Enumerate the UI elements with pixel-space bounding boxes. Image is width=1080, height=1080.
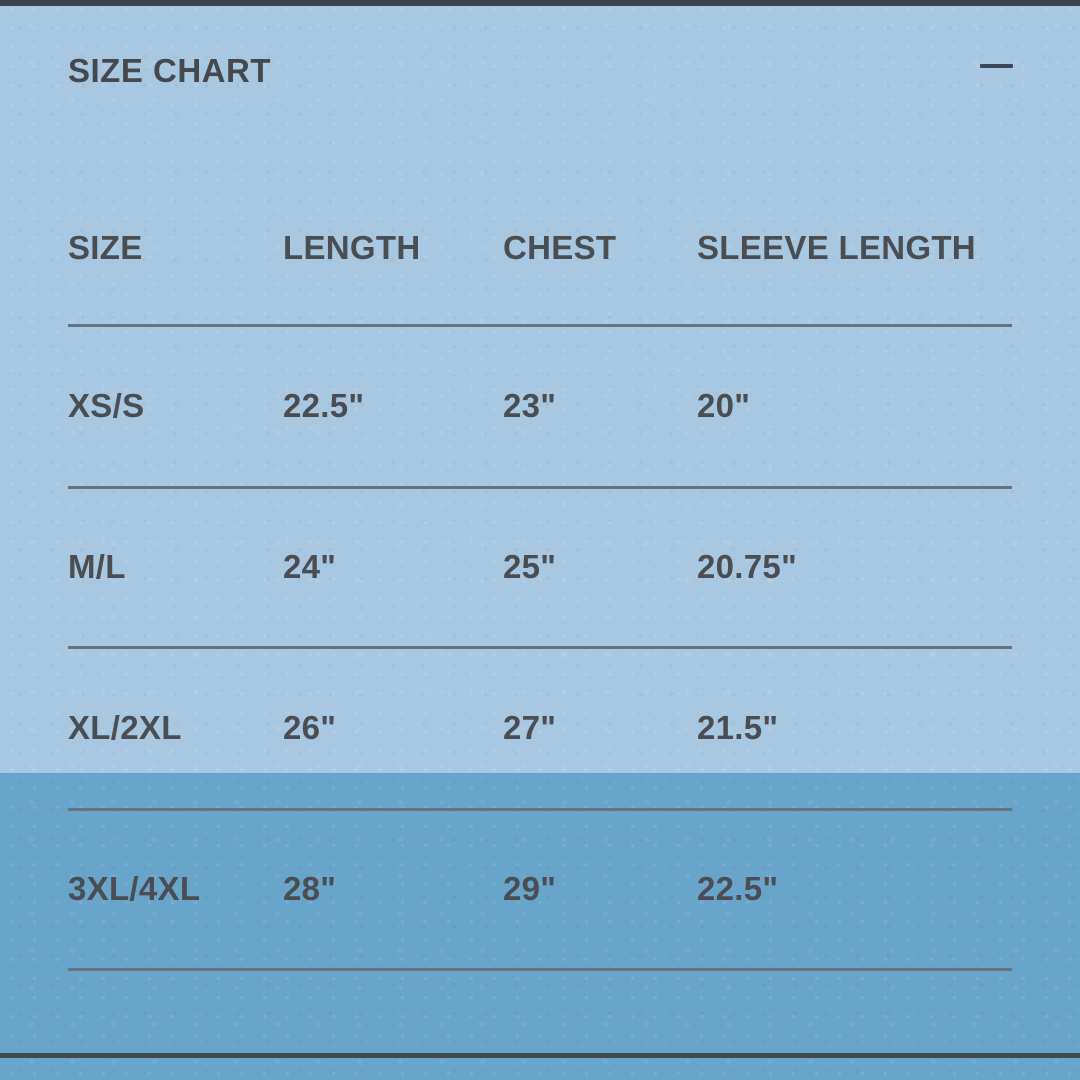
row-divider: [68, 486, 1012, 489]
cell-size: 3XL/4XL: [68, 870, 201, 907]
section-divider: [0, 1053, 1080, 1058]
column-header-chest: CHEST: [503, 229, 617, 266]
top-border: [0, 0, 1080, 6]
cell-size: M/L: [68, 548, 126, 585]
collapse-button[interactable]: [968, 48, 1024, 84]
column-header-sleeve-length: SLEEVE LENGTH: [697, 229, 976, 266]
panel-title: SIZE CHART: [68, 52, 271, 89]
row-divider: [68, 968, 1012, 971]
cell-sleeve-length: 20": [697, 387, 751, 424]
row-divider: [68, 646, 1012, 649]
cell-length: 24": [283, 548, 337, 585]
cell-chest: 27": [503, 709, 557, 746]
column-header-length: LENGTH: [283, 229, 421, 266]
row-divider: [68, 324, 1012, 327]
table-row: XL/2XL 26" 27" 21.5": [68, 708, 1012, 748]
cell-length: 22.5": [283, 387, 365, 424]
cell-chest: 29": [503, 870, 557, 907]
cell-size: XS/S: [68, 387, 145, 424]
size-chart-accordion-header: SIZE CHART: [0, 40, 1080, 100]
cell-length: 26": [283, 709, 337, 746]
cell-length: 28": [283, 870, 337, 907]
size-chart-table: SIZE LENGTH CHEST SLEEVE LENGTH XS/S 22.…: [68, 0, 1012, 1080]
cell-sleeve-length: 20.75": [697, 548, 798, 585]
table-row: 3XL/4XL 28" 29" 22.5": [68, 869, 1012, 909]
cell-size: XL/2XL: [68, 709, 182, 746]
cell-sleeve-length: 22.5": [697, 870, 779, 907]
column-header-size: SIZE: [68, 229, 143, 266]
table-row: XS/S 22.5" 23" 20": [68, 386, 1012, 426]
cell-chest: 23": [503, 387, 557, 424]
table-row: M/L 24" 25" 20.75": [68, 547, 1012, 587]
row-divider: [68, 808, 1012, 811]
cell-chest: 25": [503, 548, 557, 585]
table-header-row: SIZE LENGTH CHEST SLEEVE LENGTH: [68, 228, 1012, 268]
cell-sleeve-length: 21.5": [697, 709, 779, 746]
minus-icon: [980, 64, 1013, 68]
